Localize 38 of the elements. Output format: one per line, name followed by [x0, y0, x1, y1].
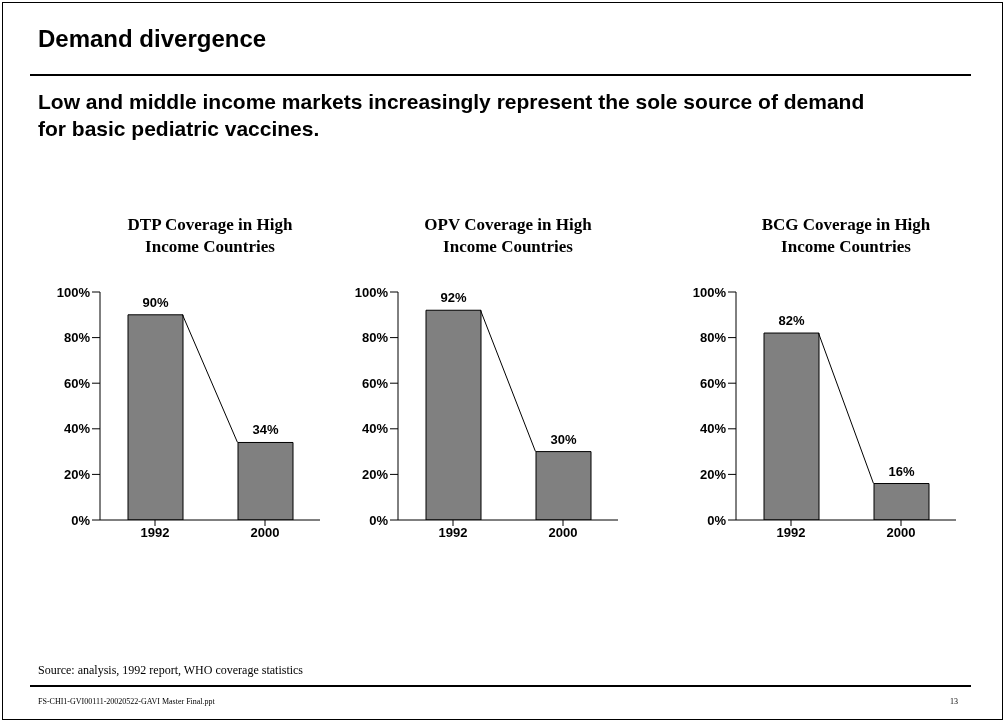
x-tick-label: 2000 — [886, 525, 916, 541]
y-tick-label: 100% — [56, 284, 91, 300]
chart-title: BCG Coverage in High Income Countries — [760, 214, 932, 258]
text: FS-CHI1-GVI00111-20020522-GAVI Master Final.ppt — [38, 697, 215, 706]
y-tick-label: 0% — [369, 512, 389, 528]
y-tick-label: 100% — [354, 284, 389, 300]
chart-title: OPV Coverage in High Income Countries — [423, 214, 593, 258]
y-tick-label: 60% — [63, 375, 91, 391]
y-tick-label: 20% — [361, 467, 389, 483]
text: 13 — [950, 697, 958, 706]
text: Demand divergence — [38, 25, 267, 53]
data-label: 90% — [142, 294, 169, 310]
data-label: 82% — [778, 313, 805, 329]
y-tick-label: 80% — [63, 330, 91, 346]
y-tick-label: 40% — [361, 421, 389, 437]
x-tick-label: 1992 — [776, 525, 806, 541]
source-note: Source: analysis, 1992 report, WHO coverage statistics — [38, 663, 304, 678]
chart-title: DTP Coverage in High Income Countries — [126, 214, 294, 258]
y-tick-label: 40% — [699, 421, 727, 437]
y-tick-label: 20% — [699, 467, 727, 483]
text: Low and middle income markets increasingly represent the sole source of demand for basic pediatric vaccines. — [38, 89, 866, 142]
y-tick-label: 0% — [707, 512, 727, 528]
data-label: 34% — [252, 422, 279, 438]
data-label: 92% — [440, 290, 467, 306]
y-tick-label: 40% — [63, 421, 91, 437]
data-label: 16% — [888, 463, 915, 479]
x-tick-label: 2000 — [548, 525, 578, 541]
x-tick-label: 1992 — [140, 525, 170, 541]
y-tick-label: 0% — [71, 512, 91, 528]
y-tick-label: 100% — [692, 284, 727, 300]
y-tick-label: 60% — [699, 375, 727, 391]
y-tick-label: 60% — [361, 375, 389, 391]
y-tick-label: 80% — [361, 330, 389, 346]
x-tick-label: 1992 — [438, 525, 468, 541]
y-tick-label: 20% — [63, 467, 91, 483]
x-tick-label: 2000 — [250, 525, 280, 541]
y-tick-label: 80% — [699, 330, 727, 346]
data-label: 30% — [550, 431, 577, 447]
